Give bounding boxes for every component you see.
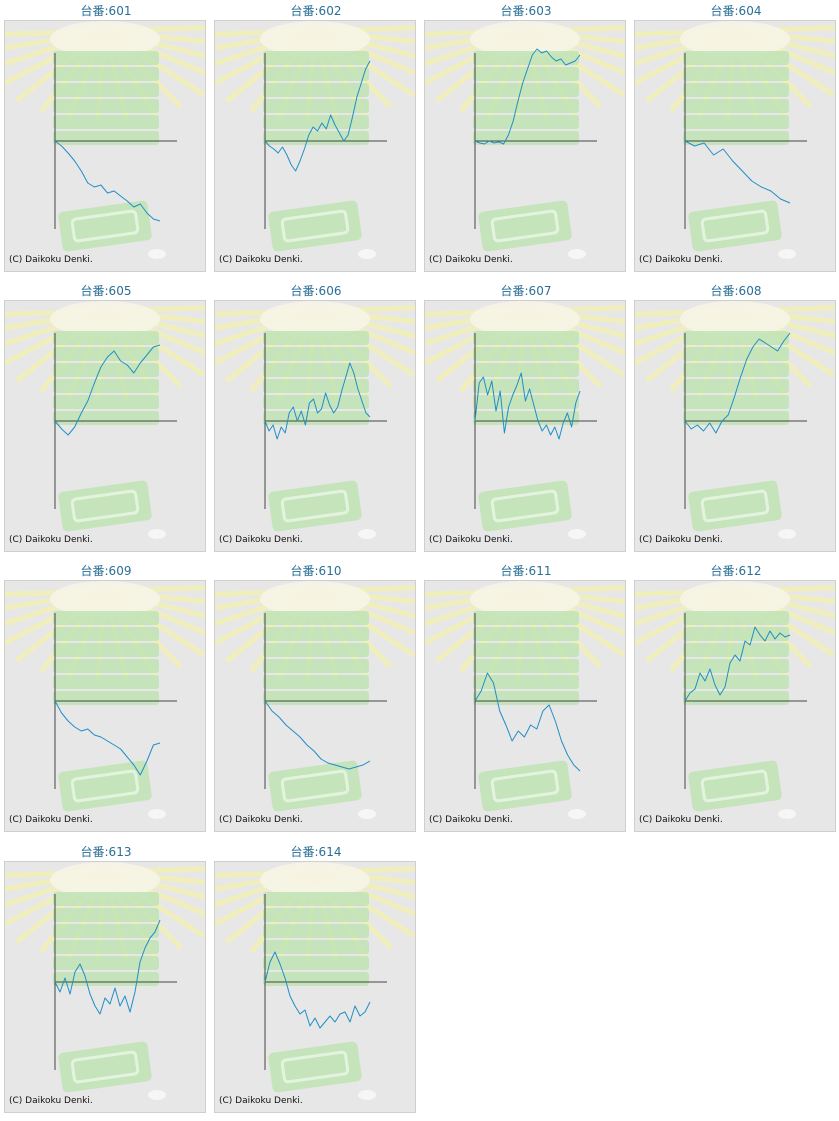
machine-cell[interactable]: 台番:612 (C) Daikoku Denki. — [634, 560, 838, 840]
copyright-text: (C) Daikoku Denki. — [639, 535, 723, 545]
background-art — [5, 862, 205, 1100]
slump-line — [684, 140, 791, 204]
machine-cell[interactable]: 台番:602 (C) Daikoku Denki. — [214, 0, 418, 280]
slump-line — [54, 919, 161, 1015]
slump-graph-svg — [425, 581, 625, 819]
background-art — [215, 581, 415, 819]
copyright-text: (C) Daikoku Denki. — [429, 255, 513, 265]
copyright-text: (C) Daikoku Denki. — [9, 535, 93, 545]
machine-title[interactable]: 台番:612 — [710, 564, 762, 578]
background-art — [5, 581, 205, 819]
background-art — [635, 21, 835, 259]
slump-graph-panel: (C) Daikoku Denki. — [214, 580, 416, 832]
slump-graph-svg — [5, 862, 205, 1100]
background-art — [5, 21, 205, 259]
copyright-text: (C) Daikoku Denki. — [429, 815, 513, 825]
slump-graph-panel: (C) Daikoku Denki. — [4, 580, 206, 832]
machine-title[interactable]: 台番:602 — [290, 4, 342, 18]
machine-title[interactable]: 台番:611 — [500, 564, 552, 578]
machine-title[interactable]: 台番:605 — [80, 284, 132, 298]
copyright-text: (C) Daikoku Denki. — [9, 1096, 93, 1106]
machine-title[interactable]: 台番:607 — [500, 284, 552, 298]
slump-graph-panel: (C) Daikoku Denki. — [4, 20, 206, 272]
slump-line — [474, 672, 581, 772]
slump-graph-panel: (C) Daikoku Denki. — [4, 861, 206, 1113]
slump-graph-panel: (C) Daikoku Denki. — [214, 300, 416, 552]
machine-cell[interactable]: 台番:613 (C) Daikoku Denki. — [4, 841, 208, 1121]
machine-cell[interactable]: 台番:611 (C) Daikoku Denki. — [424, 560, 628, 840]
copyright-text: (C) Daikoku Denki. — [9, 815, 93, 825]
copyright-text: (C) Daikoku Denki. — [219, 255, 303, 265]
machine-title[interactable]: 台番:613 — [80, 845, 132, 859]
slump-line — [54, 700, 161, 776]
slump-graph-panel: (C) Daikoku Denki. — [634, 300, 836, 552]
machine-cell[interactable]: 台番:609 (C) Daikoku Denki. — [4, 560, 208, 840]
slump-graph-svg — [635, 581, 835, 819]
slump-graph-svg — [425, 21, 625, 259]
machine-cell[interactable]: 台番:607 (C) Daikoku Denki. — [424, 280, 628, 560]
machine-cell[interactable]: 台番:606 (C) Daikoku Denki. — [214, 280, 418, 560]
slump-line — [264, 362, 371, 440]
machine-title[interactable]: 台番:606 — [290, 284, 342, 298]
slump-graph-panel: (C) Daikoku Denki. — [214, 861, 416, 1113]
background-art — [5, 301, 205, 539]
copyright-text: (C) Daikoku Denki. — [219, 1096, 303, 1106]
machine-title[interactable]: 台番:614 — [290, 845, 342, 859]
slump-line — [264, 60, 371, 172]
background-art — [635, 301, 835, 539]
machine-title[interactable]: 台番:610 — [290, 564, 342, 578]
slump-line — [684, 332, 791, 434]
background-art — [425, 21, 625, 259]
machine-title[interactable]: 台番:604 — [710, 4, 762, 18]
copyright-text: (C) Daikoku Denki. — [639, 255, 723, 265]
machine-cell[interactable]: 台番:610 (C) Daikoku Denki. — [214, 560, 418, 840]
machine-title[interactable]: 台番:603 — [500, 4, 552, 18]
copyright-text: (C) Daikoku Denki. — [639, 815, 723, 825]
slump-graph-svg — [635, 301, 835, 539]
slump-line — [54, 344, 161, 436]
slump-graph-svg — [5, 581, 205, 819]
background-art — [215, 862, 415, 1100]
slump-line — [264, 700, 371, 770]
copyright-text: (C) Daikoku Denki. — [9, 255, 93, 265]
machine-cell[interactable]: 台番:601 (C) Daikoku Denki. — [4, 0, 208, 280]
machine-cell[interactable]: 台番:608 (C) Daikoku Denki. — [634, 280, 838, 560]
copyright-text: (C) Daikoku Denki. — [219, 815, 303, 825]
slump-graph-svg — [425, 301, 625, 539]
slump-line — [264, 951, 371, 1029]
slump-graph-panel: (C) Daikoku Denki. — [424, 20, 626, 272]
machine-title[interactable]: 台番:601 — [80, 4, 132, 18]
slump-graph-panel: (C) Daikoku Denki. — [214, 20, 416, 272]
slump-graph-svg — [5, 21, 205, 259]
machine-cell[interactable]: 台番:604 (C) Daikoku Denki. — [634, 0, 838, 280]
slump-line — [684, 626, 791, 702]
slump-line — [54, 140, 161, 222]
slump-graph-svg — [215, 21, 415, 259]
machine-title[interactable]: 台番:609 — [80, 564, 132, 578]
machine-cell[interactable]: 台番:614 (C) Daikoku Denki. — [214, 841, 418, 1121]
slump-graph-svg — [635, 21, 835, 259]
slump-graph-panel: (C) Daikoku Denki. — [424, 300, 626, 552]
slump-graph-panel: (C) Daikoku Denki. — [424, 580, 626, 832]
background-art — [425, 301, 625, 539]
machine-cell[interactable]: 台番:603 (C) Daikoku Denki. — [424, 0, 628, 280]
slump-graph-panel: (C) Daikoku Denki. — [4, 300, 206, 552]
slump-graph-panel: (C) Daikoku Denki. — [634, 580, 836, 832]
background-art — [215, 21, 415, 259]
slump-graph-svg — [215, 862, 415, 1100]
background-art — [215, 301, 415, 539]
slump-graph-panel: (C) Daikoku Denki. — [634, 20, 836, 272]
copyright-text: (C) Daikoku Denki. — [219, 535, 303, 545]
slump-line — [474, 372, 581, 440]
background-art — [635, 581, 835, 819]
slump-graph-svg — [215, 301, 415, 539]
copyright-text: (C) Daikoku Denki. — [429, 535, 513, 545]
machine-title[interactable]: 台番:608 — [710, 284, 762, 298]
slump-graph-svg — [215, 581, 415, 819]
background-art — [425, 581, 625, 819]
machine-cell[interactable]: 台番:605 (C) Daikoku Denki. — [4, 280, 208, 560]
slump-line — [474, 48, 581, 145]
slump-graph-svg — [5, 301, 205, 539]
